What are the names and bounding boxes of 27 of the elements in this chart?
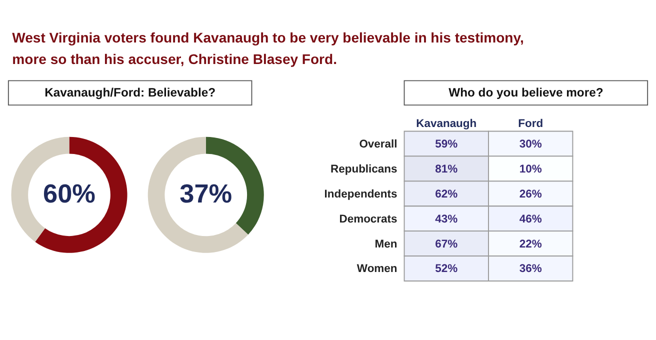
y-tick-label: Democrats bbox=[339, 213, 398, 226]
y-tick-label: Women bbox=[356, 263, 398, 276]
data-label: 26% bbox=[519, 188, 542, 200]
y-tick-label: Men bbox=[374, 238, 398, 250]
data-label: 62% bbox=[435, 188, 458, 200]
data-label: 46% bbox=[519, 213, 542, 226]
text: 37% bbox=[180, 178, 232, 208]
data-label: 81% bbox=[435, 163, 458, 176]
data-label: 52% bbox=[435, 263, 458, 276]
text: West Virginia voters found Kavanaugh to be very believable in his testimony, more so than his accuser, Christine Blasey Ford. bbox=[12, 29, 524, 67]
data-label: 30% bbox=[519, 138, 542, 150]
donut-slice bbox=[35, 136, 128, 253]
y-tick-label: Overall bbox=[359, 138, 398, 150]
x-tick-label: Kavanaugh bbox=[416, 118, 477, 130]
y-tick-label: Independents bbox=[324, 188, 398, 200]
data-label: 10% bbox=[519, 163, 542, 176]
chart-subtitle: Kavanaugh/Ford: Believable? bbox=[44, 86, 216, 100]
data-label: 22% bbox=[519, 238, 542, 250]
data-label: 67% bbox=[435, 238, 458, 250]
text: 60% bbox=[43, 178, 96, 208]
donut-slice bbox=[148, 136, 248, 253]
data-label: 59% bbox=[435, 138, 458, 150]
y-tick-label: Republicans bbox=[330, 163, 398, 176]
x-tick-label: Ford bbox=[518, 118, 544, 130]
data-label: 36% bbox=[519, 263, 542, 276]
chart-title: Who do you believe more? bbox=[448, 86, 604, 100]
data-label: 43% bbox=[435, 213, 458, 226]
